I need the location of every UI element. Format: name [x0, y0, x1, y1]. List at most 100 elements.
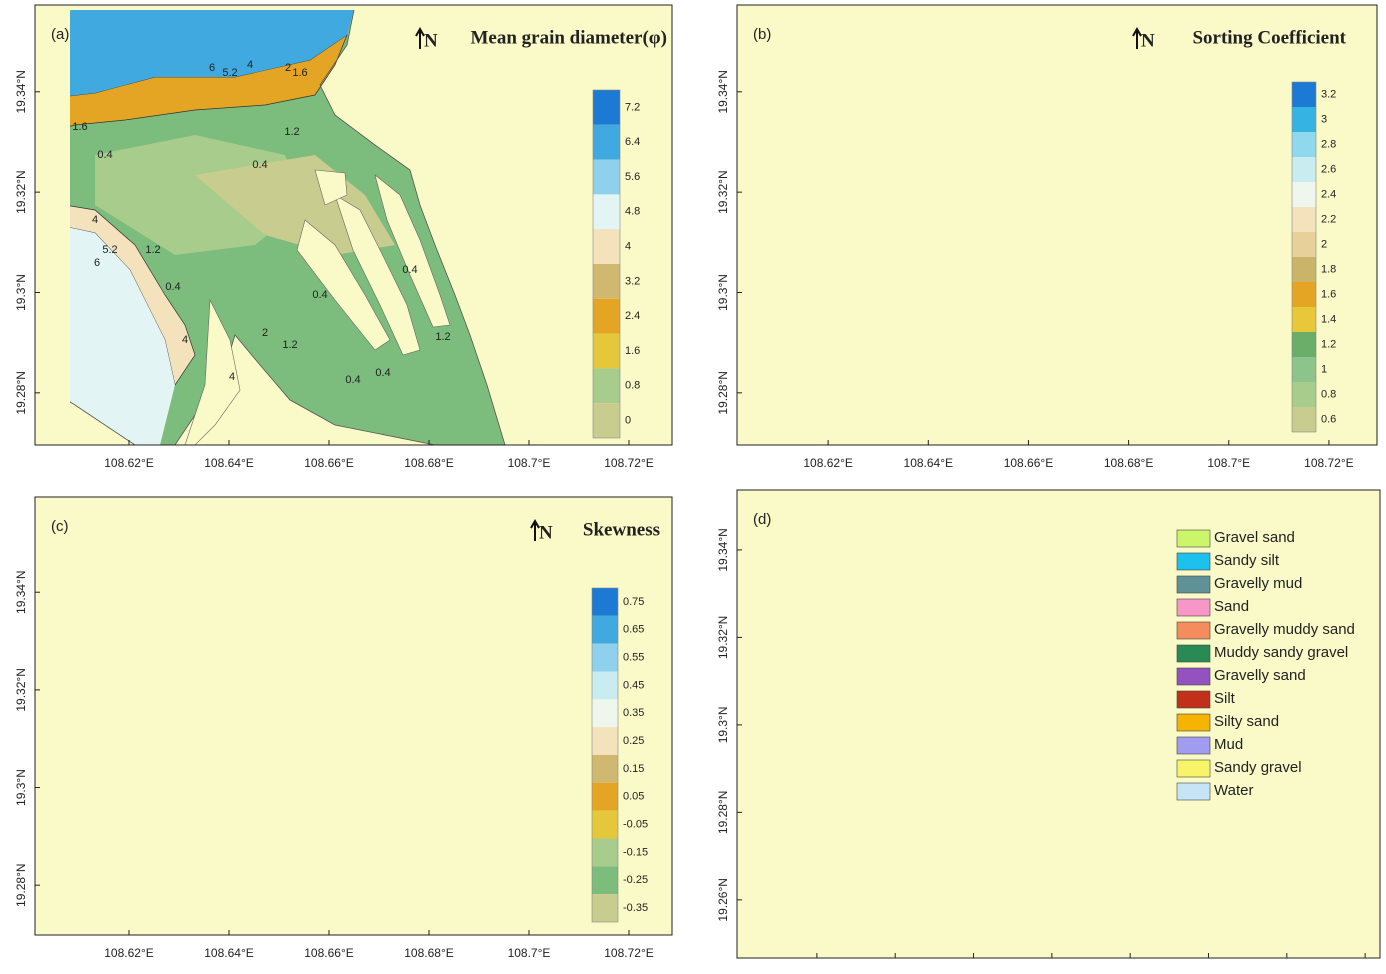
north-label: N [424, 30, 438, 51]
colorbar-label: 2.6 [1321, 163, 1336, 175]
colorbar-cell [1292, 132, 1316, 157]
colorbar-cell [1292, 232, 1316, 257]
legend-label: Gravelly muddy sand [1214, 621, 1355, 638]
colorbar-cell [592, 783, 618, 811]
colorbar-label: -0.25 [623, 874, 648, 886]
colorbar-label: 1.8 [1321, 263, 1336, 275]
colorbar-label: 2.8 [1321, 138, 1336, 150]
contour-label: 0.4 [312, 289, 327, 301]
colorbar-label: 0.75 [623, 596, 644, 608]
x-tick-label: 108.66°E [304, 946, 354, 960]
x-tick-label: 108.64°E [204, 946, 254, 960]
colorbar-label: 0.45 [623, 679, 644, 691]
north-label: N [539, 522, 553, 543]
colorbar-cell [593, 264, 620, 299]
colorbar-cell [592, 644, 618, 672]
colorbar-label: 1 [1321, 363, 1327, 375]
panel-label: (c) [51, 518, 69, 535]
colorbar-cell [1292, 382, 1316, 407]
y-tick-label: 19.28°N [716, 371, 730, 415]
colorbar-label: 3.2 [1321, 88, 1336, 100]
colorbar-label: 3.2 [625, 275, 640, 287]
colorbar-cell [592, 894, 618, 922]
y-tick-label: 19.3°N [716, 706, 730, 743]
colorbar-cell [592, 839, 618, 867]
x-tick-label: 108.62°E [104, 456, 154, 470]
north-label: N [1141, 30, 1155, 51]
map-title: Mean grain diameter(φ) [470, 27, 667, 48]
y-tick-label: 19.32°N [14, 668, 28, 712]
y-tick-label: 19.28°N [716, 791, 730, 835]
legend-swatch [1177, 576, 1210, 593]
legend-label: Silty sand [1214, 713, 1279, 730]
legend-label: Gravelly mud [1214, 575, 1302, 592]
legend-label: Sandy gravel [1214, 759, 1302, 776]
contour-label: 2 [285, 62, 291, 74]
colorbar-cell [593, 90, 620, 125]
y-tick-label: 19.32°N [716, 170, 730, 214]
x-tick-label: 108.62°E [803, 456, 853, 470]
y-tick-label: 19.28°N [14, 371, 28, 415]
colorbar-cell [592, 866, 618, 894]
contour-label: 1.2 [282, 339, 297, 351]
x-tick-label: 108.64°E [904, 456, 954, 470]
colorbar-cell [592, 672, 618, 700]
colorbar-cell [1292, 107, 1316, 132]
legend-label: Gravel sand [1214, 529, 1295, 546]
legend-label: Water [1214, 782, 1253, 799]
map-background [737, 5, 1377, 445]
panel-label: (b) [753, 26, 771, 43]
x-tick-label: 108.72°E [604, 946, 654, 960]
legend-swatch [1177, 668, 1210, 685]
colorbar-label: 2.2 [1321, 213, 1336, 225]
colorbar-label: 1.2 [1321, 338, 1336, 350]
legend-swatch [1177, 783, 1210, 800]
y-tick-label: 19.32°N [716, 616, 730, 660]
legend-swatch [1177, 714, 1210, 731]
y-tick-label: 19.34°N [14, 70, 28, 114]
colorbar-cell [593, 194, 620, 229]
y-tick-label: 19.3°N [14, 769, 28, 806]
colorbar-cell [1292, 407, 1316, 432]
x-tick-label: 108.68°E [404, 456, 454, 470]
legend-swatch [1177, 553, 1210, 570]
colorbar-label: 7.2 [625, 101, 640, 113]
colorbar-label: 0 [625, 415, 631, 427]
colorbar-cell [593, 160, 620, 195]
colorbar-label: 0.05 [623, 791, 644, 803]
y-tick-label: 19.32°N [14, 170, 28, 214]
legend-swatch [1177, 737, 1210, 754]
contour-label: 0.4 [97, 149, 112, 161]
legend-swatch [1177, 530, 1210, 547]
colorbar-label: -0.15 [623, 846, 648, 858]
colorbar-label: 1.6 [625, 345, 640, 357]
colorbar-cell [593, 403, 620, 438]
colorbar-cell [1292, 207, 1316, 232]
contour-label: 0.4 [165, 281, 180, 293]
contour-label: 6 [209, 62, 215, 74]
colorbar-cell [593, 368, 620, 403]
colorbar-label: 4.8 [625, 206, 640, 218]
colorbar-cell [1292, 307, 1316, 332]
contour-label: 5.2 [222, 67, 237, 79]
colorbar-label: -0.05 [623, 818, 648, 830]
map-title: Skewness [583, 519, 660, 540]
legend-label: Muddy sandy gravel [1214, 644, 1348, 661]
colorbar-cell [592, 699, 618, 727]
colorbar-label: 1.6 [1321, 288, 1336, 300]
x-tick-label: 108.7°E [508, 946, 551, 960]
y-tick-label: 19.34°N [716, 70, 730, 114]
colorbar-label: 0.8 [1321, 388, 1336, 400]
y-tick-label: 19.3°N [716, 274, 730, 311]
map-background [737, 490, 1380, 958]
colorbar-label: 0.6 [1321, 413, 1336, 425]
x-tick-label: 108.62°E [104, 946, 154, 960]
colorbar-label: 1.4 [1321, 313, 1336, 325]
contour-label: 1.2 [435, 331, 450, 343]
colorbar-label: 0.8 [625, 380, 640, 392]
contour-label: 1.6 [72, 121, 87, 133]
contour-label: 0.4 [345, 374, 360, 386]
colorbar-cell [593, 334, 620, 369]
legend-swatch [1177, 760, 1210, 777]
colorbar-label: 5.6 [625, 171, 640, 183]
